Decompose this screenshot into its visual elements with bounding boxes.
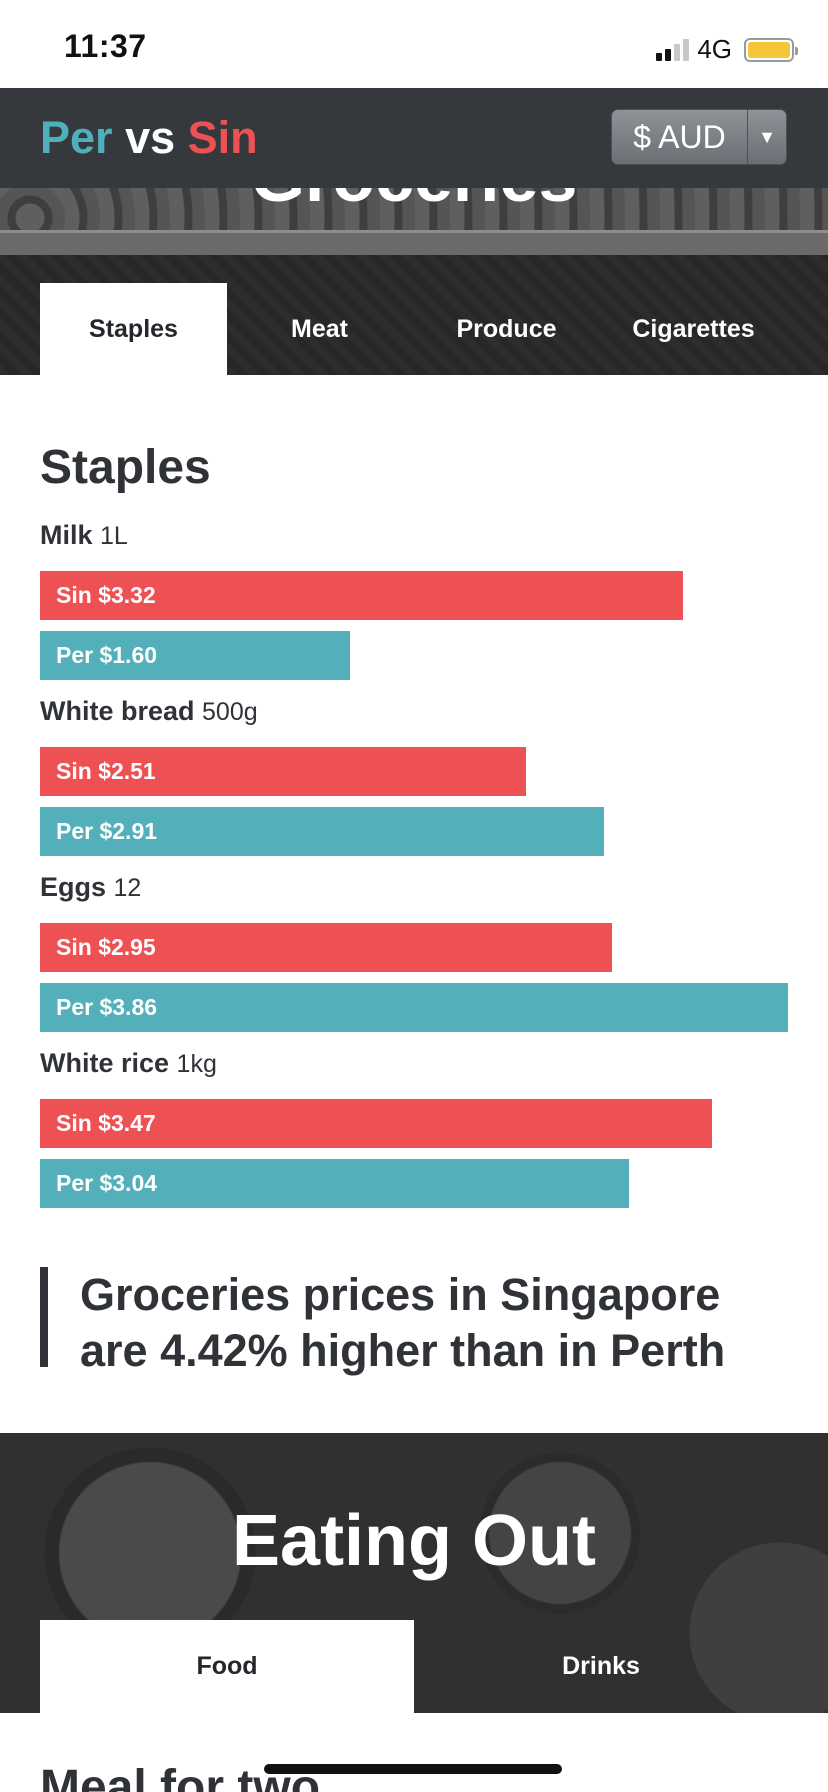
groceries-tabs: Staples Meat Produce Cigarettes — [0, 255, 828, 375]
item-unit: 12 — [113, 874, 142, 902]
eating-out-title: Eating Out — [232, 1501, 596, 1581]
item-label: White bread 500g — [40, 696, 604, 736]
item-eggs: Eggs 12 Sin $2.95 Per $3.86 — [40, 872, 788, 1032]
per-price-bar: Per $1.60 — [40, 631, 350, 680]
per-price-bar: Per $3.04 — [40, 1159, 629, 1208]
status-right: 4G — [656, 34, 798, 65]
battery-icon — [744, 37, 798, 62]
currency-select[interactable]: $ AUD ▼ — [611, 109, 787, 165]
item-name: Eggs — [40, 872, 107, 902]
network-type: 4G — [697, 34, 732, 64]
groceries-hero-image — [0, 188, 828, 255]
sin-price-bar: Sin $2.95 — [40, 923, 612, 972]
status-time: 11:37 — [64, 28, 147, 64]
brand-vs: vs — [125, 112, 176, 163]
per-price-bar: Per $2.91 — [40, 807, 604, 856]
section-title-staples: Staples — [40, 441, 211, 494]
item-name: White rice — [40, 1048, 170, 1078]
per-price-bar: Per $3.86 — [40, 983, 788, 1032]
brand-per: Per — [40, 112, 113, 163]
tab-produce[interactable]: Produce — [456, 314, 557, 343]
item-unit: 1kg — [176, 1050, 217, 1078]
tab-meat[interactable]: Meat — [291, 314, 348, 343]
tab-drinks[interactable]: Drinks — [562, 1652, 640, 1680]
dropdown-caret-icon[interactable]: ▼ — [758, 126, 776, 147]
tab-food[interactable]: Food — [40, 1620, 414, 1713]
groceries-comparison-callout: Groceries prices in Singapore are 4.42% … — [40, 1267, 790, 1376]
home-indicator[interactable] — [264, 1764, 562, 1774]
signal-icon — [656, 38, 690, 61]
item-white-bread: White bread 500g Sin $2.51 Per $2.91 — [40, 696, 604, 856]
callout-line-2: are 4.42% higher than in Perth — [80, 1325, 726, 1376]
status-bar: 11:37 4G — [0, 0, 828, 88]
item-name: Milk — [40, 520, 93, 550]
sin-price-bar: Sin $2.51 — [40, 747, 526, 796]
brand-sin: Sin — [187, 112, 258, 163]
item-label: Eggs 12 — [40, 872, 788, 912]
item-unit: 500g — [202, 698, 258, 726]
brand-logo[interactable]: Per vs Sin — [40, 112, 258, 164]
item-unit: 1L — [100, 522, 128, 550]
item-milk: Milk 1L Sin $3.32 Per $1.60 — [40, 520, 683, 680]
item-white-rice: White rice 1kg Sin $3.47 Per $3.04 — [40, 1048, 712, 1208]
top-navbar: Per vs Sin $ AUD ▼ — [0, 88, 828, 188]
item-name: White bread — [40, 696, 195, 726]
item-label: Milk 1L — [40, 520, 683, 560]
tab-cigarettes[interactable]: Cigarettes — [632, 314, 755, 343]
currency-value: $ AUD — [612, 110, 748, 164]
sin-price-bar: Sin $3.32 — [40, 571, 683, 620]
tab-staples[interactable]: Staples — [40, 283, 227, 375]
item-label: White rice 1kg — [40, 1048, 712, 1088]
callout-line-1: Groceries prices in Singapore — [80, 1269, 721, 1320]
sin-price-bar: Sin $3.47 — [40, 1099, 712, 1148]
